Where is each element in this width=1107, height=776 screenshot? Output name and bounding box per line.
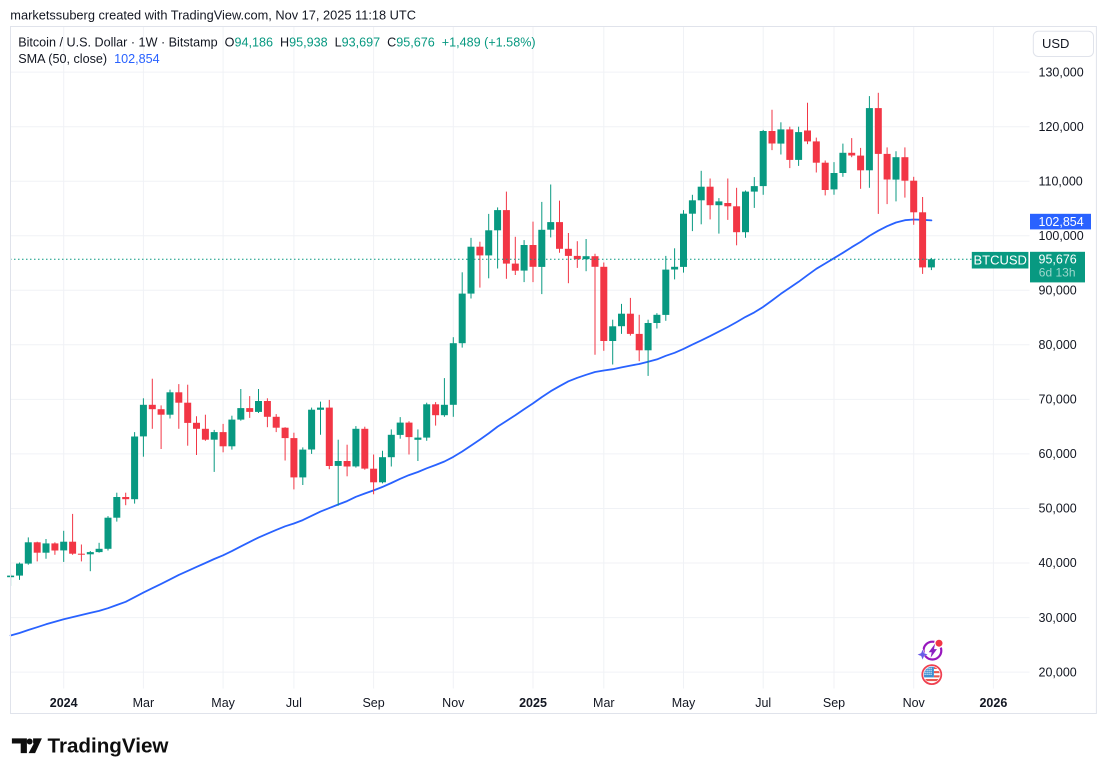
svg-text:Mar: Mar bbox=[593, 696, 615, 710]
svg-text:30,000: 30,000 bbox=[1039, 611, 1077, 625]
svg-text:100,000: 100,000 bbox=[1039, 229, 1084, 243]
svg-text:May: May bbox=[672, 696, 696, 710]
svg-text:120,000: 120,000 bbox=[1039, 120, 1084, 134]
svg-text:Nov: Nov bbox=[442, 696, 465, 710]
svg-text:2026: 2026 bbox=[979, 696, 1007, 710]
svg-text:marketssuberg created with Tra: marketssuberg created with TradingView.c… bbox=[10, 8, 416, 23]
svg-text:110,000: 110,000 bbox=[1039, 174, 1083, 188]
svg-text:50,000: 50,000 bbox=[1039, 502, 1077, 516]
svg-text:BTCUSD: BTCUSD bbox=[973, 253, 1026, 268]
svg-text:Mar: Mar bbox=[133, 696, 155, 710]
svg-text:20,000: 20,000 bbox=[1039, 665, 1077, 679]
svg-text:80,000: 80,000 bbox=[1039, 338, 1077, 352]
svg-text:Jul: Jul bbox=[755, 696, 771, 710]
svg-text:USD: USD bbox=[1042, 36, 1069, 51]
svg-text:Jul: Jul bbox=[286, 696, 302, 710]
svg-text:130,000: 130,000 bbox=[1039, 65, 1084, 79]
svg-text:95,676: 95,676 bbox=[1039, 253, 1077, 267]
svg-text:102,854: 102,854 bbox=[1039, 215, 1084, 229]
svg-text:90,000: 90,000 bbox=[1039, 284, 1077, 298]
svg-text:Bitcoin / U.S. Dollar · 1W · B: Bitcoin / U.S. Dollar · 1W · Bitstamp O9… bbox=[18, 35, 535, 49]
svg-text:60,000: 60,000 bbox=[1039, 447, 1077, 461]
svg-text:40,000: 40,000 bbox=[1039, 556, 1077, 570]
svg-text:6d 13h: 6d 13h bbox=[1039, 266, 1076, 280]
svg-text:Sep: Sep bbox=[823, 696, 845, 710]
svg-text:2025: 2025 bbox=[519, 696, 547, 710]
svg-text:SMA (50, close) 102,854: SMA (50, close) 102,854 bbox=[18, 52, 159, 66]
svg-text:Nov: Nov bbox=[903, 696, 926, 710]
svg-text:TradingView: TradingView bbox=[48, 735, 170, 758]
svg-text:2024: 2024 bbox=[50, 696, 78, 710]
svg-text:Sep: Sep bbox=[362, 696, 384, 710]
svg-text:May: May bbox=[211, 696, 235, 710]
svg-text:70,000: 70,000 bbox=[1039, 393, 1077, 407]
